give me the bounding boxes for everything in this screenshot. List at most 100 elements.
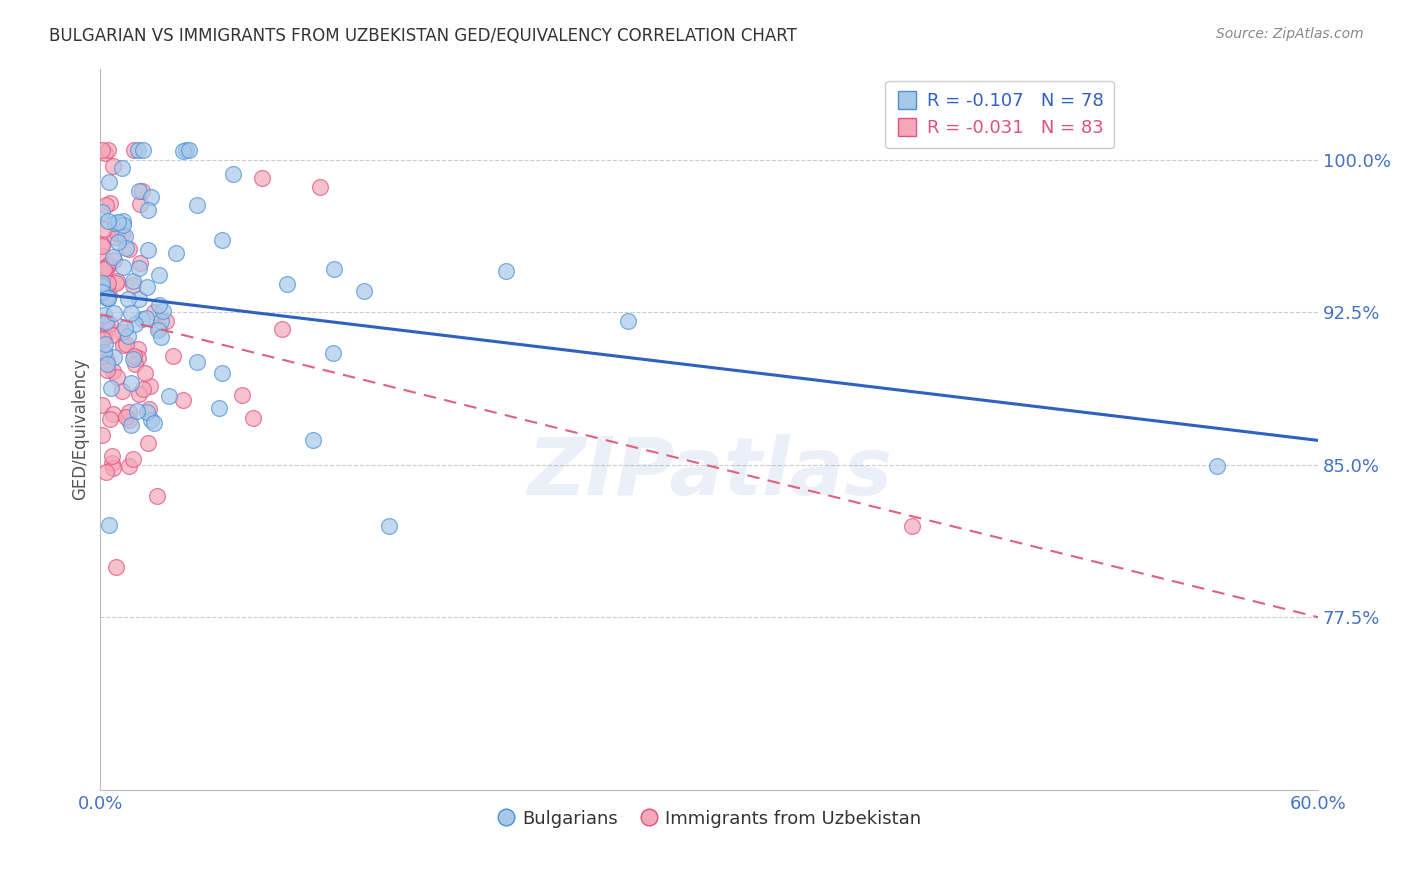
- Point: [155, 314, 177, 328]
- Point: [136, 405, 159, 419]
- Point: [150, 329, 173, 343]
- Point: [94, 260, 117, 274]
- Point: [309, 180, 332, 194]
- Point: [121, 277, 143, 292]
- Point: [117, 329, 139, 343]
- Point: [128, 197, 150, 211]
- Point: [93, 221, 115, 235]
- Point: [135, 280, 157, 294]
- Point: [103, 253, 125, 268]
- Point: [139, 379, 162, 393]
- Point: [124, 143, 146, 157]
- Point: [115, 337, 138, 351]
- Point: [353, 284, 375, 298]
- Point: [114, 228, 136, 243]
- Point: [103, 350, 125, 364]
- Point: [136, 435, 159, 450]
- Point: [100, 328, 122, 343]
- Point: [96, 315, 118, 329]
- Point: [131, 312, 153, 326]
- Point: [91, 279, 114, 293]
- Point: [127, 342, 149, 356]
- Point: [301, 434, 323, 448]
- Point: [146, 322, 169, 336]
- Point: [111, 384, 134, 398]
- Point: [128, 293, 150, 307]
- Point: [98, 518, 121, 533]
- Point: [134, 366, 156, 380]
- Point: [97, 143, 120, 157]
- Point: [110, 161, 132, 176]
- Point: [93, 145, 115, 160]
- Point: [96, 354, 118, 368]
- Point: [97, 258, 120, 272]
- Point: [105, 559, 128, 574]
- Point: [134, 311, 156, 326]
- Point: [91, 333, 114, 347]
- Point: [94, 329, 117, 343]
- Point: [104, 216, 127, 230]
- Point: [104, 230, 127, 244]
- Point: [231, 388, 253, 402]
- Point: [93, 349, 115, 363]
- Point: [186, 198, 208, 212]
- Point: [124, 317, 146, 331]
- Point: [98, 412, 121, 426]
- Point: [96, 260, 118, 275]
- Point: [121, 306, 143, 320]
- Point: [323, 262, 346, 277]
- Point: [98, 317, 121, 331]
- Point: [91, 278, 114, 293]
- Point: [105, 276, 128, 290]
- Point: [107, 215, 129, 229]
- Point: [138, 402, 160, 417]
- Point: [271, 322, 294, 336]
- Point: [93, 308, 115, 322]
- Point: [96, 357, 118, 371]
- Point: [128, 184, 150, 198]
- Point: [111, 218, 134, 232]
- Point: [142, 416, 165, 430]
- Point: [118, 242, 141, 256]
- Point: [96, 291, 118, 305]
- Point: [142, 305, 165, 319]
- Point: [111, 227, 134, 242]
- Point: [128, 387, 150, 401]
- Point: [105, 370, 128, 384]
- Point: [118, 458, 141, 473]
- Point: [93, 315, 115, 329]
- Point: [103, 306, 125, 320]
- Point: [172, 392, 194, 407]
- Point: [91, 143, 114, 157]
- Point: [101, 456, 124, 470]
- Point: [276, 277, 298, 292]
- Point: [148, 321, 170, 335]
- Point: [120, 418, 142, 433]
- Point: [148, 268, 170, 282]
- Point: [132, 143, 155, 157]
- Text: Source: ZipAtlas.com: Source: ZipAtlas.com: [1216, 27, 1364, 41]
- Point: [131, 185, 153, 199]
- Point: [97, 175, 120, 189]
- Point: [101, 449, 124, 463]
- Point: [139, 190, 162, 204]
- Point: [96, 318, 118, 333]
- Point: [152, 304, 174, 318]
- Point: [122, 452, 145, 467]
- Point: [101, 159, 124, 173]
- Point: [617, 314, 640, 328]
- Point: [96, 279, 118, 293]
- Point: [146, 489, 169, 503]
- Point: [93, 261, 115, 276]
- Point: [91, 236, 114, 251]
- Y-axis label: GED/Equivalency: GED/Equivalency: [72, 359, 89, 500]
- Point: [177, 143, 200, 157]
- Point: [172, 144, 194, 158]
- Point: [250, 170, 273, 185]
- Point: [1205, 458, 1227, 473]
- Point: [91, 239, 114, 253]
- Point: [148, 298, 170, 312]
- Point: [111, 325, 134, 339]
- Point: [122, 274, 145, 288]
- Point: [91, 428, 114, 442]
